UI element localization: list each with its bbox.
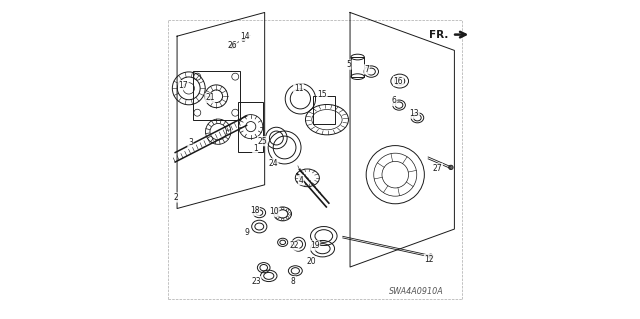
Bar — [351, 57, 364, 77]
Text: 7: 7 — [364, 65, 369, 74]
Text: 8: 8 — [291, 277, 296, 286]
Text: 10: 10 — [269, 207, 279, 216]
Text: 25: 25 — [258, 137, 268, 146]
Bar — [313, 96, 335, 124]
Text: 23: 23 — [252, 277, 261, 286]
Bar — [193, 71, 239, 120]
Circle shape — [230, 44, 234, 48]
Text: 18: 18 — [250, 206, 259, 215]
Circle shape — [428, 254, 433, 258]
Text: 17: 17 — [179, 81, 188, 90]
Circle shape — [242, 38, 245, 41]
Text: 4: 4 — [299, 175, 303, 185]
Text: 1: 1 — [253, 144, 257, 153]
Text: 11: 11 — [294, 84, 303, 93]
Text: 22: 22 — [289, 241, 299, 250]
Text: 19: 19 — [310, 241, 319, 250]
Text: 14: 14 — [240, 32, 250, 41]
Text: 13: 13 — [410, 109, 419, 118]
Bar — [239, 102, 263, 152]
Text: 26: 26 — [227, 41, 237, 49]
Text: SWA4A0910A: SWA4A0910A — [389, 287, 444, 296]
Text: 16: 16 — [394, 77, 403, 85]
Text: 20: 20 — [307, 257, 316, 266]
Text: 2: 2 — [173, 193, 179, 202]
Text: 6: 6 — [392, 97, 397, 106]
Text: 15: 15 — [317, 90, 327, 99]
Text: 27: 27 — [433, 164, 442, 173]
Text: FR.: FR. — [429, 30, 448, 40]
Text: 3: 3 — [188, 137, 193, 147]
Circle shape — [449, 165, 453, 170]
Text: 9: 9 — [244, 228, 249, 237]
Text: 21: 21 — [205, 93, 214, 102]
Text: 12: 12 — [424, 255, 434, 263]
Text: 24: 24 — [268, 159, 278, 168]
Text: 5: 5 — [346, 60, 351, 69]
